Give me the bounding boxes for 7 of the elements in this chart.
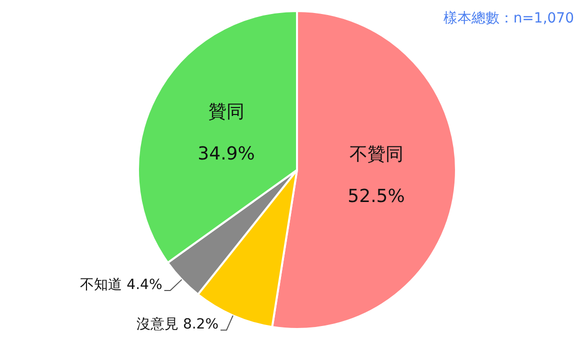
data-label: 34.9% <box>198 143 255 164</box>
slice-label: 沒意見 8.2% <box>136 316 219 333</box>
slice-label: 不知道 4.4% <box>80 277 162 294</box>
slice-label: 贊同 <box>208 101 244 122</box>
text: 樣本總數：n=1,070 <box>443 10 574 27</box>
slice-label: 不贊同 <box>349 144 404 165</box>
data-label: 52.5% <box>348 186 405 207</box>
